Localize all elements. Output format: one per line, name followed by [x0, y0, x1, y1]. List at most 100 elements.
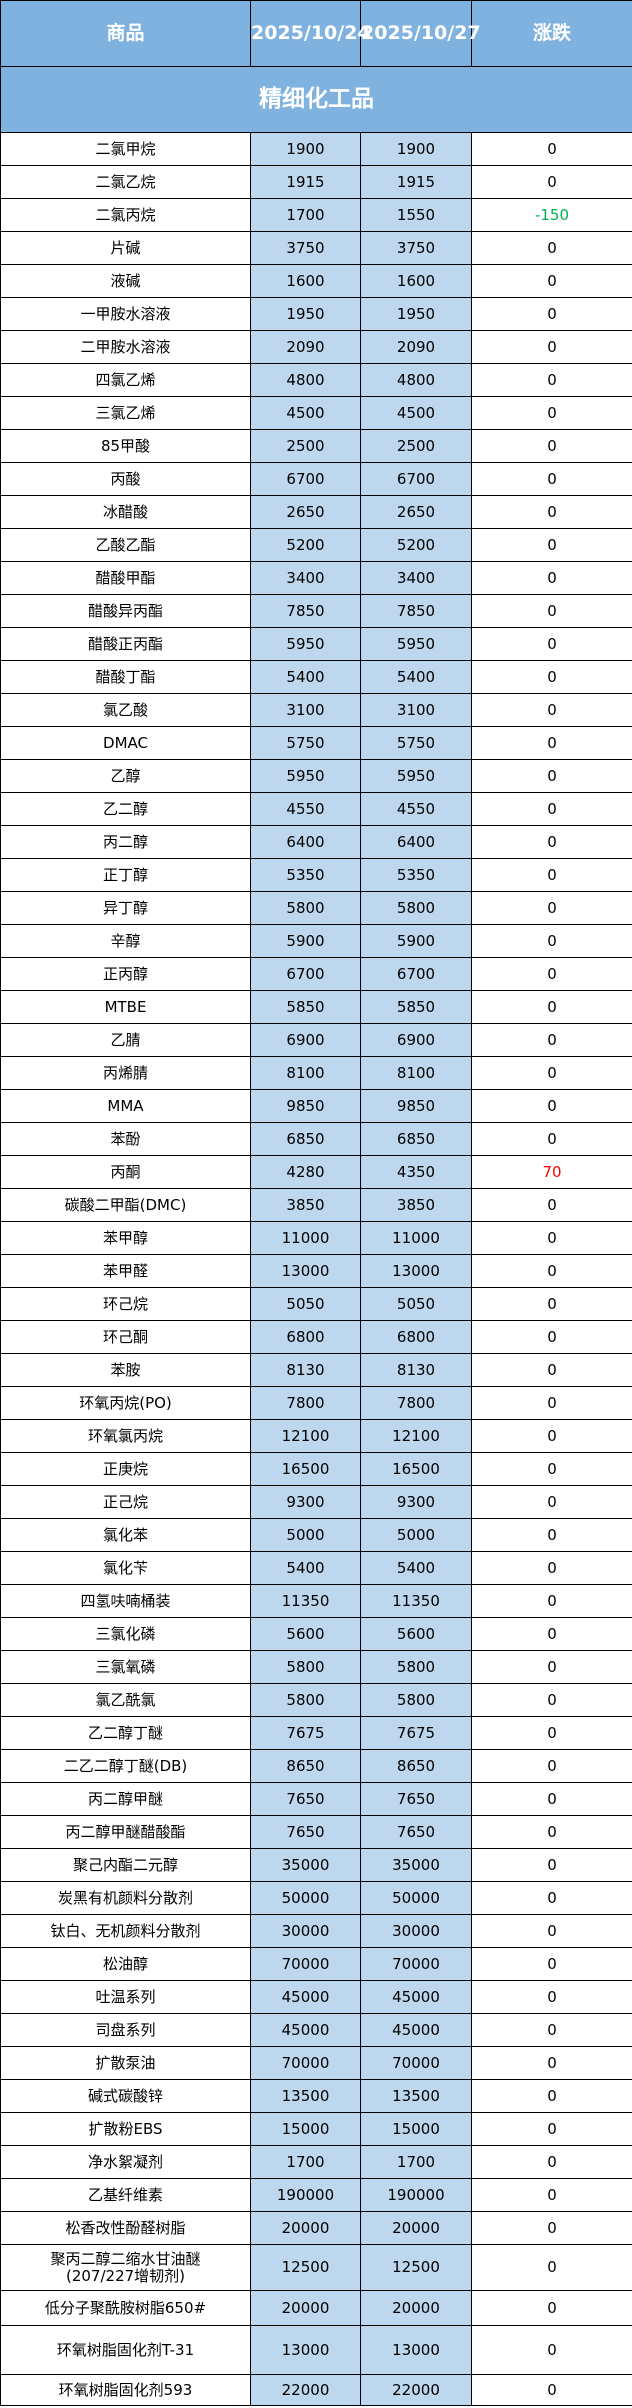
price-change: 70: [471, 1155, 632, 1189]
table-row: 二乙二醇丁醚(DB) 8650 8650 0: [0, 1749, 632, 1783]
price-date1: 13500: [250, 2079, 361, 2113]
price-date2: 5800: [360, 1683, 472, 1717]
price-date2: 1550: [360, 198, 472, 232]
table-row: 苯甲醛 13000 13000 0: [0, 1254, 632, 1288]
product-name: 正庚烷: [0, 1452, 251, 1486]
price-change: 0: [471, 957, 632, 991]
price-change: 0: [471, 858, 632, 892]
price-change: 0: [471, 2013, 632, 2047]
price-date2: 50000: [360, 1881, 472, 1915]
price-date2: 5600: [360, 1617, 472, 1651]
price-date1: 15000: [250, 2112, 361, 2146]
price-date1: 7650: [250, 1815, 361, 1849]
price-date1: 6700: [250, 462, 361, 496]
table-row: 丙酸 6700 6700 0: [0, 462, 632, 496]
price-date2: 3750: [360, 231, 472, 265]
product-name: 丙酮: [0, 1155, 251, 1189]
table-row: 聚丙二醇二缩水甘油醚 (207/227增韧剂) 12500 12500 0: [0, 2244, 632, 2291]
product-name: 醋酸异丙酯: [0, 594, 251, 628]
product-name: 环氧树脂固化剂593: [0, 2374, 251, 2406]
price-date1: 6800: [250, 1320, 361, 1354]
table-row: 扩散粉EBS 15000 15000 0: [0, 2112, 632, 2146]
price-date2: 7800: [360, 1386, 472, 1420]
price-date1: 8650: [250, 1749, 361, 1783]
price-date1: 3100: [250, 693, 361, 727]
price-date1: 20000: [250, 2211, 361, 2245]
product-name: 乙基纤维素: [0, 2178, 251, 2212]
price-change: 0: [471, 2112, 632, 2146]
price-date1: 45000: [250, 1980, 361, 2014]
price-date1: 16500: [250, 1452, 361, 1486]
price-date2: 15000: [360, 2112, 472, 2146]
table-row: 醋酸正丙酯 5950 5950 0: [0, 627, 632, 661]
price-change: 0: [471, 165, 632, 199]
price-date2: 5000: [360, 1518, 472, 1552]
price-change: 0: [471, 1023, 632, 1057]
price-date1: 1600: [250, 264, 361, 298]
product-name: MTBE: [0, 990, 251, 1024]
price-date1: 4550: [250, 792, 361, 826]
table-row: 正丙醇 6700 6700 0: [0, 957, 632, 991]
product-name: 正丙醇: [0, 957, 251, 991]
table-row: 扩散泵油 70000 70000 0: [0, 2046, 632, 2080]
product-name: 松香改性酚醛树脂: [0, 2211, 251, 2245]
price-date2: 20000: [360, 2211, 472, 2245]
price-change: 0: [471, 528, 632, 562]
table-row: 松香改性酚醛树脂 20000 20000 0: [0, 2211, 632, 2245]
price-date2: 5950: [360, 759, 472, 793]
price-date2: 45000: [360, 1980, 472, 2014]
header-date2: 2025/10/27: [360, 0, 481, 67]
price-date2: 5350: [360, 858, 472, 892]
price-change: 0: [471, 2290, 632, 2326]
price-date2: 13000: [360, 1254, 472, 1288]
product-name: 醋酸正丙酯: [0, 627, 251, 661]
price-change: 0: [471, 1749, 632, 1783]
price-date2: 5400: [360, 660, 472, 694]
price-change: 0: [471, 2178, 632, 2212]
table-row: 丙二醇甲醚 7650 7650 0: [0, 1782, 632, 1816]
price-change: 0: [471, 2211, 632, 2245]
product-name: 聚己内酯二元醇: [0, 1848, 251, 1882]
price-date2: 20000: [360, 2290, 472, 2326]
price-change: 0: [471, 1782, 632, 1816]
price-date2: 2500: [360, 429, 472, 463]
table-row: 丙二醇 6400 6400 0: [0, 825, 632, 859]
product-name: 三氯氧磷: [0, 1650, 251, 1684]
price-date1: 9850: [250, 1089, 361, 1123]
product-name: 正己烷: [0, 1485, 251, 1519]
price-change: 0: [471, 1056, 632, 1090]
price-date1: 1915: [250, 165, 361, 199]
price-change: 0: [471, 1122, 632, 1156]
price-date2: 22000: [360, 2374, 472, 2406]
price-change: 0: [471, 1947, 632, 1981]
price-date2: 8130: [360, 1353, 472, 1387]
table-row: 环己烷 5050 5050 0: [0, 1287, 632, 1321]
price-date2: 6700: [360, 957, 472, 991]
price-date1: 3400: [250, 561, 361, 595]
price-date1: 5000: [250, 1518, 361, 1552]
product-name: 二氯丙烷: [0, 198, 251, 232]
table-row: 乙醇 5950 5950 0: [0, 759, 632, 793]
price-date2: 8100: [360, 1056, 472, 1090]
product-name: 司盘系列: [0, 2013, 251, 2047]
price-date2: 7850: [360, 594, 472, 628]
table-row: 氯化苯 5000 5000 0: [0, 1518, 632, 1552]
price-date2: 5200: [360, 528, 472, 562]
price-change: -150: [471, 198, 632, 232]
price-change: 0: [471, 1188, 632, 1222]
price-date2: 1600: [360, 264, 472, 298]
price-date1: 7850: [250, 594, 361, 628]
price-date2: 5400: [360, 1551, 472, 1585]
price-date1: 5800: [250, 1650, 361, 1684]
table-row: 冰醋酸 2650 2650 0: [0, 495, 632, 529]
table-row: 丙酮 4280 4350 70: [0, 1155, 632, 1189]
price-change: 0: [471, 792, 632, 826]
price-change: 0: [471, 2374, 632, 2406]
price-date2: 1900: [360, 132, 472, 166]
price-change: 0: [471, 1518, 632, 1552]
price-date2: 70000: [360, 2046, 472, 2080]
product-name: 醋酸甲酯: [0, 561, 251, 595]
table-row: 异丁醇 5800 5800 0: [0, 891, 632, 925]
section-row: 精细化工品: [0, 66, 632, 133]
